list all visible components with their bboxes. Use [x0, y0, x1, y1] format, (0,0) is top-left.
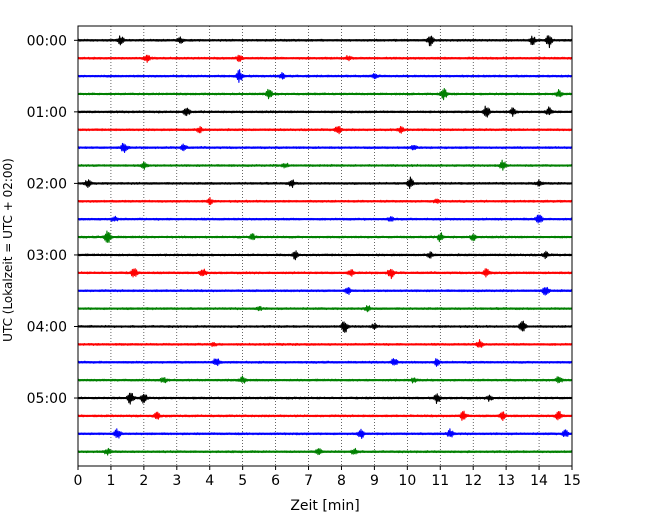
x-tick-label: 14: [530, 473, 548, 489]
y-tick-label: 04:00: [27, 319, 67, 335]
y-axis: 00:00 01:00 02:00 03:00 04:00 05:00: [27, 33, 78, 407]
x-tick-label: 0: [74, 473, 83, 489]
x-tick-label: 7: [304, 473, 313, 489]
x-tick-label: 5: [238, 473, 247, 489]
x-tick-label: 13: [497, 473, 515, 489]
plot-frame: [77, 25, 573, 467]
y-axis-label: UTC (Lokalzeit = UTC + 02:00): [1, 158, 15, 342]
trace-0000: [77, 35, 573, 49]
x-tick-label: 9: [370, 473, 379, 489]
x-tick-label: 10: [398, 473, 416, 489]
x-tick-label: 1: [106, 473, 115, 489]
x-tick-label: 6: [271, 473, 280, 489]
x-tick-label: 3: [172, 473, 181, 489]
grid-layer: [110, 26, 540, 466]
x-tick-label: 4: [205, 473, 214, 489]
y-tick-label: 02:00: [27, 176, 67, 192]
x-tick-label: 8: [337, 473, 346, 489]
y-tick-label: 00:00: [27, 33, 67, 49]
x-tick-label: 2: [139, 473, 148, 489]
x-axis-label: Zeit [min]: [290, 498, 359, 514]
y-tick-label: 03:00: [27, 248, 67, 264]
x-axis: 0 1 2 3 4 5 6 7 8 9 10 11 12 13 14 15: [74, 466, 581, 489]
x-tick-label: 12: [464, 473, 482, 489]
y-tick-label: 01:00: [27, 105, 67, 121]
x-tick-label: 15: [563, 473, 581, 489]
x-tick-label: 11: [431, 473, 449, 489]
y-tick-label: 05:00: [27, 391, 67, 407]
trace-layer: [77, 35, 573, 456]
